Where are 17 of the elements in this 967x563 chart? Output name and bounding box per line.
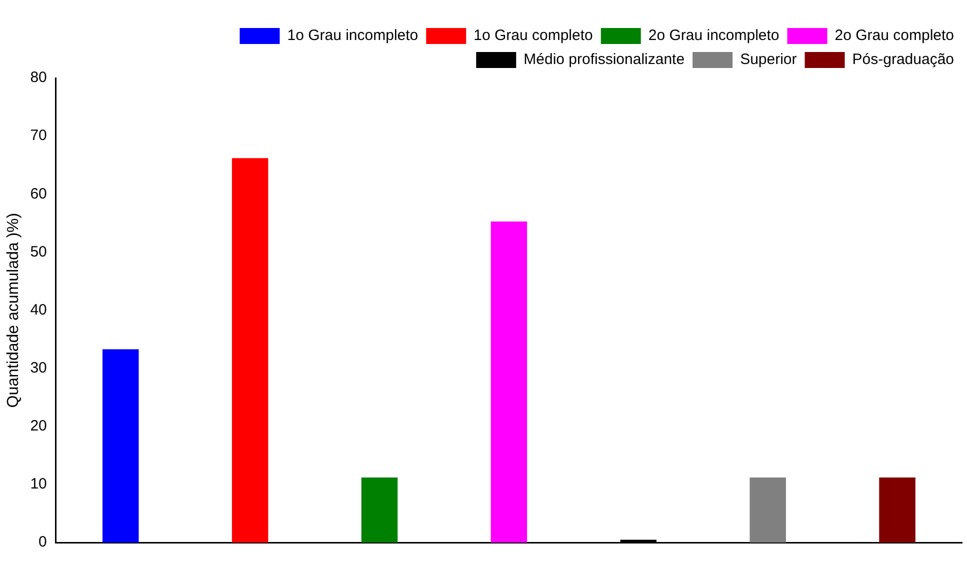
legend-label: Superior <box>740 51 797 68</box>
y-tick-label: 10 <box>30 476 47 493</box>
legend-label: 1o Grau completo <box>474 27 593 44</box>
y-tick-label: 70 <box>30 127 47 144</box>
legend-label: 1o Grau incompleto <box>287 27 418 44</box>
y-tick-label: 80 <box>30 69 47 86</box>
y-tick-label: 0 <box>38 534 47 551</box>
y-tick-label: 40 <box>30 301 47 318</box>
y-tick-label: 20 <box>30 418 47 435</box>
legend-label: 2o Grau completo <box>834 27 954 44</box>
legend-label: Médio profissionalizante <box>524 51 685 68</box>
legend-label: Pós-graduação <box>852 51 954 68</box>
y-tick-label: 50 <box>30 243 47 260</box>
y-tick-label: 60 <box>30 185 47 202</box>
legend-label: 2o Grau incompleto <box>648 27 780 44</box>
y-axis-title: Quantidade acumulada )%) <box>5 212 22 408</box>
y-tick-label: 30 <box>30 360 47 377</box>
